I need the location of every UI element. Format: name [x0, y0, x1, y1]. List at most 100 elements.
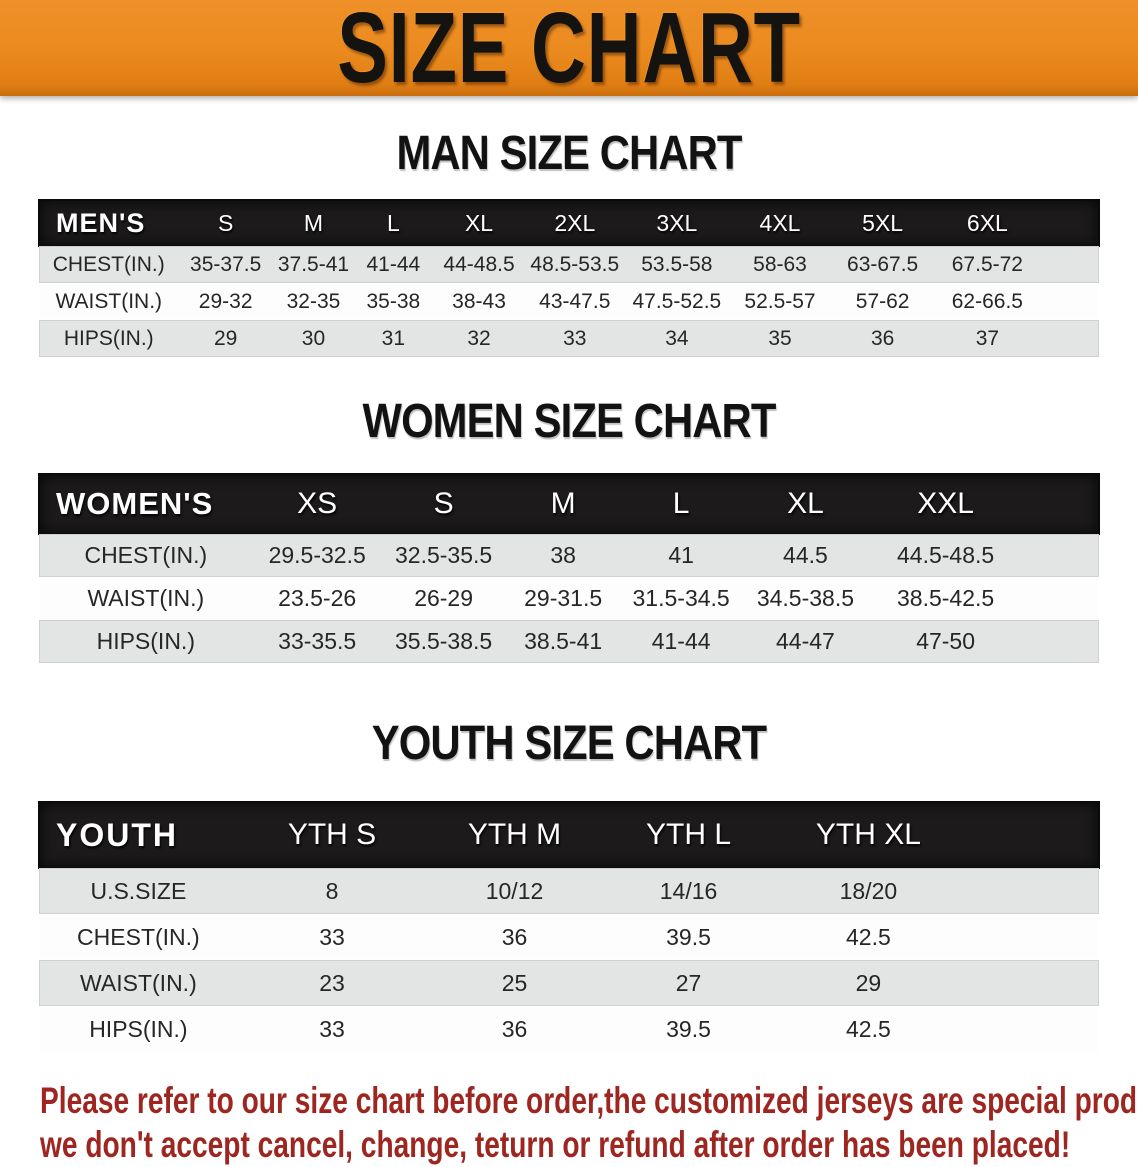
cell-value: 41-44 — [366, 252, 421, 276]
cell-value: 44-48.5 — [443, 252, 515, 276]
men-size-table: MEN'S S M L XL 2XL 3XL 4XL 5XL 6XL CHEST(IN.) 35-37… — [40, 199, 1098, 358]
table-row: U.S.SIZE 8 10/12 14/16 18/20 — [40, 869, 1098, 913]
column-header: S — [217, 209, 234, 236]
table-header-row: MEN'S S M L XL 2XL 3XL 4XL 5XL 6XL — [40, 201, 1098, 245]
cell-value: 29-32 — [198, 289, 253, 313]
header-filler-cell — [1021, 475, 1098, 533]
youth-section-heading: YOUTH SIZE CHART — [371, 717, 767, 770]
cell-value: 47-50 — [916, 628, 976, 654]
row-label: CHEST(IN.) — [77, 923, 200, 950]
row-filler-cell — [1021, 578, 1098, 619]
cell-value: 48.5-53.5 — [530, 252, 620, 276]
table-row: WAIST(IN.) 23 25 27 29 — [40, 961, 1098, 1005]
cell-value: 32-35 — [286, 289, 341, 313]
cell-value: 35-38 — [366, 289, 421, 313]
youth-size-chart-section: YOUTH SIZE CHART YOUTH YTH S YTH M YTH L YTH … — [0, 716, 1138, 1053]
row-label: HIPS(IN.) — [89, 1015, 188, 1042]
cell-value: 26-29 — [414, 585, 474, 611]
header-filler-cell — [961, 803, 1098, 867]
row-filler-cell — [961, 1007, 1098, 1051]
cell-value: 32.5-35.5 — [395, 542, 493, 568]
table-row: CHEST(IN.) 35-37.5 37.5-41 41-44 44-48.5 48.5… — [40, 247, 1098, 282]
table-row: HIPS(IN.) 33-35.5 35.5-38.5 38.5-41 41-44 44-… — [40, 621, 1098, 662]
column-header: YTH XL — [815, 818, 921, 851]
table-row: HIPS(IN.) 33 36 39.5 42.5 — [40, 1007, 1098, 1051]
cell-value: 41-44 — [651, 628, 711, 654]
row-filler-cell — [961, 869, 1098, 913]
cell-value: 42.5 — [846, 1015, 891, 1042]
cell-value: 14/16 — [659, 877, 718, 904]
men-size-chart-section: MAN SIZE CHART MEN'S S M L XL 2XL 3XL 4XL 5XL 6XL C… — [0, 126, 1138, 358]
column-header: L — [672, 487, 690, 520]
row-label: HIPS(IN.) — [96, 628, 195, 654]
cell-value: 44.5 — [783, 542, 828, 568]
row-label: WAIST(IN.) — [80, 969, 197, 996]
table-row: WAIST(IN.) 23.5-26 26-29 29-31.5 31.5-34.5 34… — [40, 578, 1098, 619]
table-header-label: YOUTH — [56, 816, 178, 853]
cell-value: 32 — [467, 326, 491, 350]
cell-value: 38 — [550, 542, 576, 568]
cell-value: 44.5-48.5 — [897, 542, 995, 568]
cell-value: 10/12 — [485, 877, 544, 904]
cell-value: 44-47 — [776, 628, 835, 654]
cell-value: 29.5-32.5 — [268, 542, 366, 568]
column-header: YTH L — [646, 818, 732, 851]
cell-value: 27 — [675, 969, 702, 996]
cell-value: 42.5 — [846, 923, 891, 950]
notice-line-1: Please refer to our size chart before or… — [40, 1080, 1138, 1121]
cell-value: 37.5-41 — [277, 252, 350, 276]
column-header: L — [386, 209, 400, 236]
table-header-row: WOMEN'S XS S M L XL XXL — [40, 475, 1098, 533]
row-label: CHEST(IN.) — [84, 542, 208, 568]
cell-value: 67.5-72 — [951, 252, 1023, 276]
row-filler-cell — [961, 915, 1098, 959]
notice-line-2: we don't accept cancel, change, teturn o… — [40, 1124, 1071, 1165]
cell-value: 29-31.5 — [524, 585, 603, 611]
row-filler-cell — [961, 961, 1098, 1005]
table-row: HIPS(IN.) 29 30 31 32 33 34 35 36 37 — [40, 321, 1098, 356]
order-notice: Please refer to our size chart before or… — [40, 1079, 1138, 1167]
cell-value: 33-35.5 — [278, 628, 357, 654]
row-filler-cell — [1021, 535, 1098, 576]
cell-value: 8 — [325, 877, 339, 904]
cell-value: 33 — [319, 923, 345, 950]
cell-value: 25 — [501, 969, 528, 996]
column-header: XS — [297, 487, 338, 520]
cell-value: 39.5 — [666, 1015, 711, 1042]
column-header: 5XL — [862, 209, 904, 236]
table-row: CHEST(IN.) 29.5-32.5 32.5-35.5 38 41 44.5 44.5… — [40, 535, 1098, 576]
cell-value: 34.5-38.5 — [756, 585, 855, 611]
men-section-heading: MAN SIZE CHART — [396, 127, 742, 180]
cell-value: 29 — [213, 326, 238, 350]
cell-value: 33 — [319, 1015, 345, 1042]
row-filler-cell — [1021, 621, 1098, 662]
women-size-chart-section: WOMEN SIZE CHART WOMEN'S XS S M L XL XXL CHEST(I… — [0, 394, 1138, 664]
row-label: WAIST(IN.) — [55, 289, 163, 313]
cell-value: 57-62 — [855, 289, 910, 313]
cell-value: 23 — [319, 969, 345, 996]
cell-value: 43-47.5 — [539, 289, 611, 313]
cell-value: 36 — [870, 326, 895, 350]
table-row: WAIST(IN.) 29-32 32-35 35-38 38-43 43-47.5 47.… — [40, 284, 1098, 319]
cell-value: 52.5-57 — [744, 289, 816, 313]
column-header: 4XL — [759, 209, 801, 236]
row-label: WAIST(IN.) — [87, 585, 205, 611]
women-size-table: WOMEN'S XS S M L XL XXL CHEST(IN.) 29.5-32.5 32.5… — [40, 473, 1098, 664]
row-filler-cell — [1041, 284, 1098, 319]
cell-value: 39.5 — [666, 923, 711, 950]
column-header: S — [433, 487, 454, 520]
row-filler-cell — [1041, 321, 1098, 356]
cell-value: 31 — [381, 326, 406, 350]
cell-value: 33 — [563, 326, 587, 350]
cell-value: 38.5-41 — [524, 628, 603, 654]
column-header: M — [303, 209, 324, 236]
column-header: YTH S — [287, 818, 377, 851]
cell-value: 35.5-38.5 — [395, 628, 493, 654]
youth-size-table: YOUTH YTH S YTH M YTH L YTH XL U.S.SIZE 8 10/12… — [40, 801, 1098, 1053]
cell-value: 29 — [855, 969, 882, 996]
column-header: XXL — [917, 487, 974, 520]
column-header: 2XL — [554, 209, 596, 236]
cell-value: 23.5-26 — [278, 585, 357, 611]
cell-value: 37 — [975, 326, 1000, 350]
banner: SIZE CHART — [0, 0, 1138, 98]
